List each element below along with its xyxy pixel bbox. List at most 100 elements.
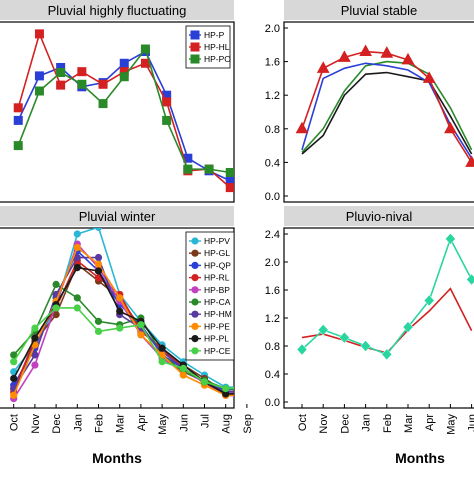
- data-point: [205, 165, 214, 174]
- legend-label: HP-P: [204, 30, 225, 40]
- data-point: [74, 264, 81, 271]
- y-tick-label: 0.8: [265, 124, 280, 136]
- data-point: [95, 318, 102, 325]
- legend-marker: [191, 335, 198, 342]
- data-point: [14, 141, 23, 150]
- x-tick-label: Feb: [382, 414, 394, 433]
- data-point: [35, 29, 44, 38]
- y-tick-label: 2.4: [265, 229, 280, 241]
- x-tick-label: Jun: [178, 414, 190, 432]
- data-point: [95, 261, 102, 268]
- x-tick-label: Jun: [467, 414, 474, 432]
- x-tick-label: Nov: [318, 414, 330, 434]
- data-point: [183, 165, 192, 174]
- legend-marker: [191, 262, 198, 269]
- data-point: [141, 45, 150, 54]
- data-point: [53, 281, 60, 288]
- data-point: [137, 321, 144, 328]
- y-tick-label: 1.2: [265, 90, 280, 102]
- data-point: [226, 168, 235, 177]
- data-point: [95, 267, 102, 274]
- data-point: [74, 294, 81, 301]
- x-tick-label: May: [445, 414, 457, 435]
- data-point: [31, 324, 38, 331]
- data-point: [222, 385, 229, 392]
- data-point: [95, 328, 102, 335]
- x-tick-label: Dec: [339, 414, 351, 434]
- y-tick-label: 0.0: [265, 397, 280, 409]
- legend-marker: [191, 323, 198, 330]
- legend-label: HP-HL: [204, 42, 230, 52]
- legend-marker: [191, 311, 198, 318]
- x-tick-label: Aug: [221, 414, 233, 434]
- x-tick-label: Mar: [403, 414, 415, 433]
- data-point: [14, 116, 23, 125]
- legend-label: HP-GL: [204, 248, 230, 258]
- data-point: [74, 304, 81, 311]
- data-point: [77, 67, 86, 76]
- y-tick-label: 2.0: [265, 23, 280, 35]
- y-tick-label: 1.6: [265, 285, 280, 297]
- x-axis-label-right: Months: [395, 450, 445, 466]
- data-point: [77, 80, 86, 89]
- data-point: [95, 254, 102, 261]
- data-point: [120, 59, 129, 68]
- data-point: [99, 80, 108, 89]
- legend: HP-P HP-HL HP-PO: [186, 26, 231, 68]
- legend-label: HP-BP: [204, 285, 230, 295]
- legend-marker: [191, 274, 198, 281]
- x-tick-label: Jan: [361, 414, 373, 432]
- y-tick-label: 0.8: [265, 341, 280, 353]
- legend-label: HP-PO: [204, 54, 231, 64]
- legend-label: HP-PE: [204, 321, 230, 331]
- data-point: [10, 392, 17, 399]
- data-point: [53, 304, 60, 311]
- data-point: [56, 68, 65, 77]
- data-point: [116, 294, 123, 301]
- x-tick-label: May: [157, 414, 169, 435]
- x-tick-label: Jul: [200, 414, 212, 428]
- legend-label: HP-HM: [204, 309, 232, 319]
- x-tick-label: Apr: [424, 414, 436, 431]
- legend-marker: [191, 55, 200, 64]
- data-point: [137, 331, 144, 338]
- data-point: [180, 365, 187, 372]
- legend-marker: [191, 347, 198, 354]
- data-point: [10, 358, 17, 365]
- data-point: [116, 324, 123, 331]
- panel-title: Pluvial highly fluctuating: [48, 3, 187, 18]
- legend: HP-PVHP-GLHP-QPHP-RLHP-BPHP-CAHP-HMHP-PE…: [186, 232, 234, 360]
- data-point: [159, 345, 166, 352]
- legend-marker: [191, 298, 198, 305]
- x-tick-label: Apr: [136, 414, 148, 431]
- data-point: [120, 72, 129, 81]
- y-tick-label: 0.4: [265, 369, 280, 381]
- data-point: [201, 378, 208, 385]
- legend-marker: [191, 31, 200, 40]
- data-point: [56, 81, 65, 90]
- x-tick-label: Sep: [242, 414, 254, 434]
- x-tick-label: Mar: [115, 414, 127, 433]
- legend-label: HP-RL: [204, 273, 230, 283]
- y-tick-label: 2.0: [265, 257, 280, 269]
- x-tick-label: Feb: [94, 414, 106, 433]
- data-point: [180, 372, 187, 379]
- data-point: [10, 375, 17, 382]
- legend-label: HP-CA: [204, 297, 231, 307]
- data-point: [159, 358, 166, 365]
- data-point: [74, 244, 81, 251]
- x-tick-label: Oct: [9, 414, 21, 431]
- legend-label: HP-QP: [204, 260, 231, 270]
- panel-title: Pluvio-nival: [346, 209, 413, 224]
- data-point: [31, 335, 38, 342]
- data-point: [162, 116, 171, 125]
- data-point: [35, 71, 44, 80]
- legend-marker: [191, 250, 198, 257]
- legend-marker: [191, 237, 198, 244]
- y-tick-label: 0.4: [265, 157, 280, 169]
- legend-label: HP-CE: [204, 346, 231, 356]
- legend-marker: [191, 43, 200, 52]
- y-tick-label: 1.2: [265, 313, 280, 325]
